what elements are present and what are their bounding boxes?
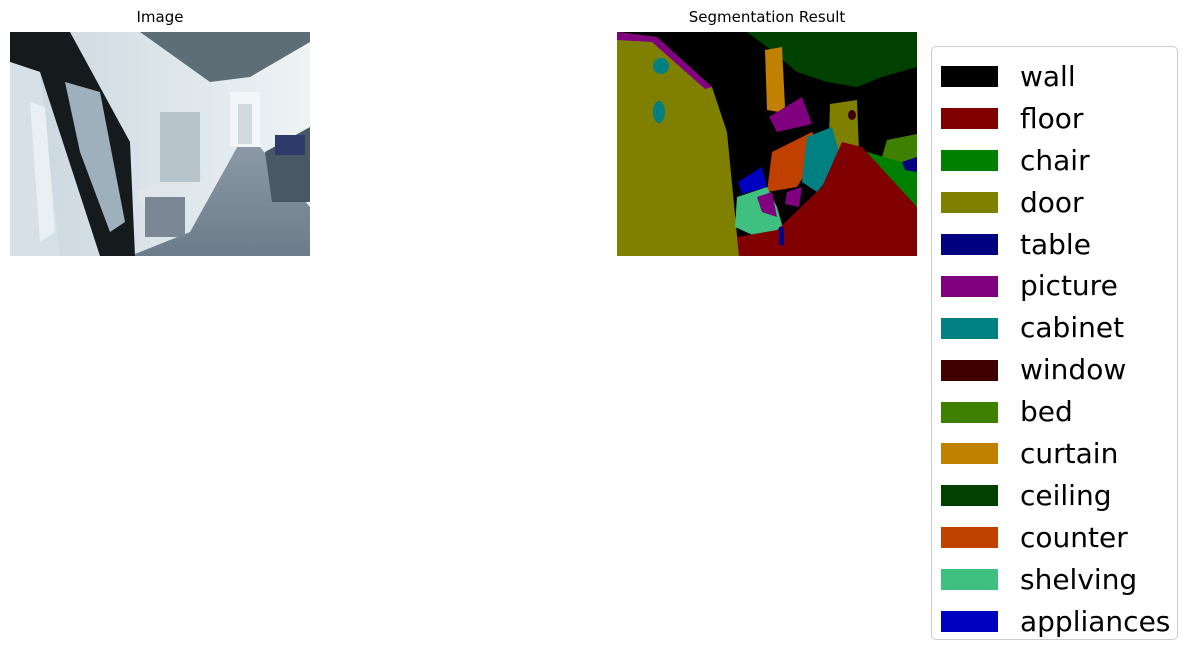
legend-item-ceiling: ceiling [932, 475, 1177, 517]
legend-swatch [941, 485, 998, 507]
segmentation-map [617, 32, 917, 256]
legend-item-appliances: appliances [932, 601, 1177, 643]
legend-swatch [941, 275, 998, 297]
legend-item-cabinet: cabinet [932, 307, 1177, 349]
legend-item-picture: picture [932, 265, 1177, 307]
legend-label: chair [1020, 143, 1090, 177]
legend-label: cabinet [1020, 311, 1125, 345]
legend-label: door [1020, 185, 1084, 219]
legend-item-counter: counter [932, 517, 1177, 559]
legend-item-floor: floor [932, 98, 1177, 140]
legend-swatch [941, 66, 998, 88]
legend-label: table [1020, 227, 1091, 261]
image-panel-title: Image [136, 8, 184, 26]
legend-label: window [1020, 353, 1127, 387]
legend-label: wall [1020, 59, 1076, 93]
legend-item-door: door [932, 182, 1177, 224]
legend-item-shelving: shelving [932, 559, 1177, 601]
legend-label: curtain [1020, 436, 1119, 470]
legend-item-chair: chair [932, 140, 1177, 182]
legend-label: picture [1020, 269, 1118, 303]
legend-label: ceiling [1020, 478, 1112, 512]
legend-label: appliances [1020, 604, 1171, 638]
legend-swatch [941, 150, 998, 172]
legend-item-table: table [932, 224, 1177, 266]
legend-label: shelving [1020, 562, 1138, 596]
source-photo [10, 32, 310, 256]
legend-swatch [941, 401, 998, 423]
legend-swatch [941, 192, 998, 214]
legend-swatch [941, 234, 998, 255]
legend-swatch [941, 317, 998, 339]
legend-swatch [941, 569, 998, 591]
legend-swatch [941, 359, 998, 381]
legend-swatch [941, 443, 998, 465]
legend-swatch [941, 108, 998, 130]
legend-swatch [941, 527, 998, 549]
legend-item-bed: bed [932, 391, 1177, 433]
legend-item-wall: wall [932, 56, 1177, 98]
legend-label: bed [1020, 395, 1073, 429]
legend-swatch [941, 611, 998, 633]
segmentation-panel-title: Segmentation Result [688, 8, 846, 26]
legend-label: floor [1020, 101, 1084, 135]
legend-item-window: window [932, 349, 1177, 391]
legend-item-curtain: curtain [932, 433, 1177, 475]
legend-label: counter [1020, 520, 1128, 554]
segmentation-legend: wall floor chair door table picture cabi… [931, 46, 1178, 640]
